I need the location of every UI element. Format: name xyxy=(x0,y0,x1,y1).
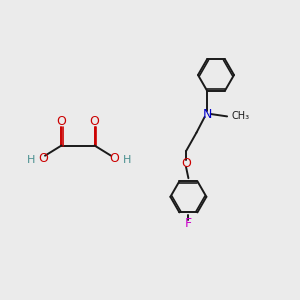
Text: H: H xyxy=(27,154,35,165)
Text: O: O xyxy=(110,152,119,166)
Text: O: O xyxy=(38,152,48,166)
Text: F: F xyxy=(185,217,192,230)
Text: O: O xyxy=(90,115,99,128)
Text: N: N xyxy=(202,107,212,121)
Text: H: H xyxy=(123,154,131,165)
Text: O: O xyxy=(181,157,191,170)
Text: O: O xyxy=(57,115,66,128)
Text: CH₃: CH₃ xyxy=(232,111,250,122)
